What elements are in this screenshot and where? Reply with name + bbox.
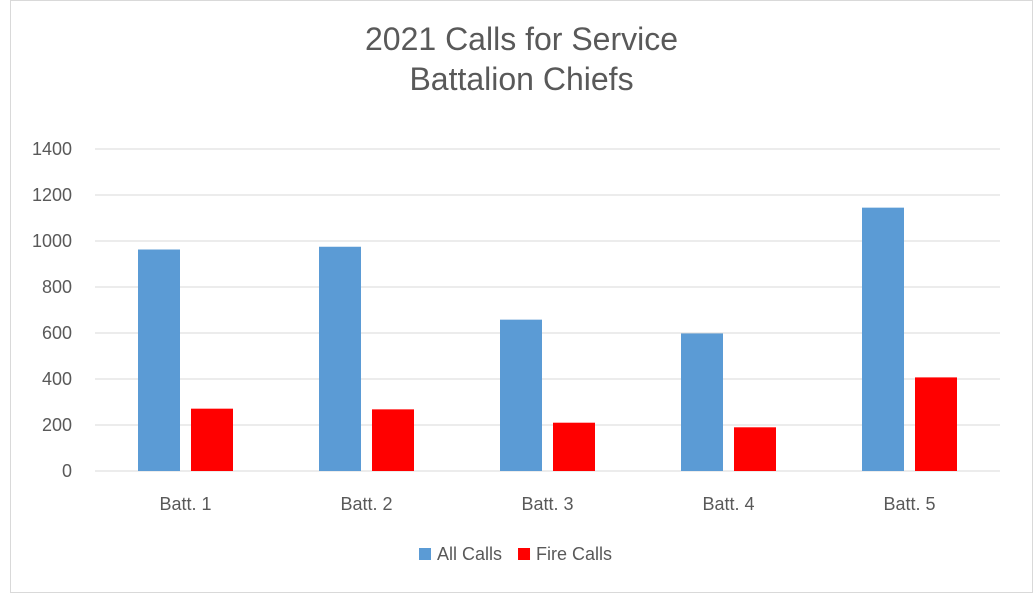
- x-tick-label: Batt. 1: [159, 494, 211, 514]
- bar-fire-calls: [191, 408, 233, 471]
- gridlines: [95, 148, 1000, 472]
- y-tick-label: 200: [42, 415, 72, 435]
- y-tick-label: 800: [42, 277, 72, 297]
- legend-swatch: [419, 548, 431, 560]
- bar-all-calls: [319, 246, 361, 471]
- x-tick-label: Batt. 5: [883, 494, 935, 514]
- legend-label: Fire Calls: [536, 544, 612, 564]
- y-tick-label: 400: [42, 369, 72, 389]
- x-tick-label: Batt. 2: [340, 494, 392, 514]
- legend: All Calls Fire Calls: [419, 544, 612, 564]
- y-tick-label: 600: [42, 323, 72, 343]
- legend-swatch: [518, 548, 531, 560]
- x-tick-label: Batt. 4: [702, 494, 754, 514]
- bar-fire-calls: [372, 409, 414, 471]
- bar-fire-calls: [915, 377, 957, 471]
- bar-all-calls: [500, 319, 542, 471]
- chart-title: 2021 Calls for Service: [364, 21, 679, 57]
- bars: [138, 207, 957, 471]
- y-tick-label: 1400: [32, 139, 72, 159]
- x-axis: Batt. 1 Batt. 2 Batt. 3 Batt. 4 Batt. 5: [159, 494, 935, 514]
- y-tick-label: 1000: [32, 231, 72, 251]
- bar-all-calls: [681, 333, 723, 471]
- chart-subtitle: Battalion Chiefs: [409, 61, 634, 97]
- bar-fire-calls: [553, 422, 595, 471]
- y-tick-label: 0: [62, 461, 72, 481]
- x-tick-label: Batt. 3: [521, 494, 573, 514]
- bar-all-calls: [862, 207, 904, 471]
- bar-all-calls: [138, 249, 180, 471]
- legend-label: All Calls: [437, 544, 502, 564]
- y-axis: 0 200 400 600 800 1000 1200 1400: [32, 139, 72, 481]
- y-tick-label: 1200: [32, 185, 72, 205]
- bar-fire-calls: [734, 427, 776, 471]
